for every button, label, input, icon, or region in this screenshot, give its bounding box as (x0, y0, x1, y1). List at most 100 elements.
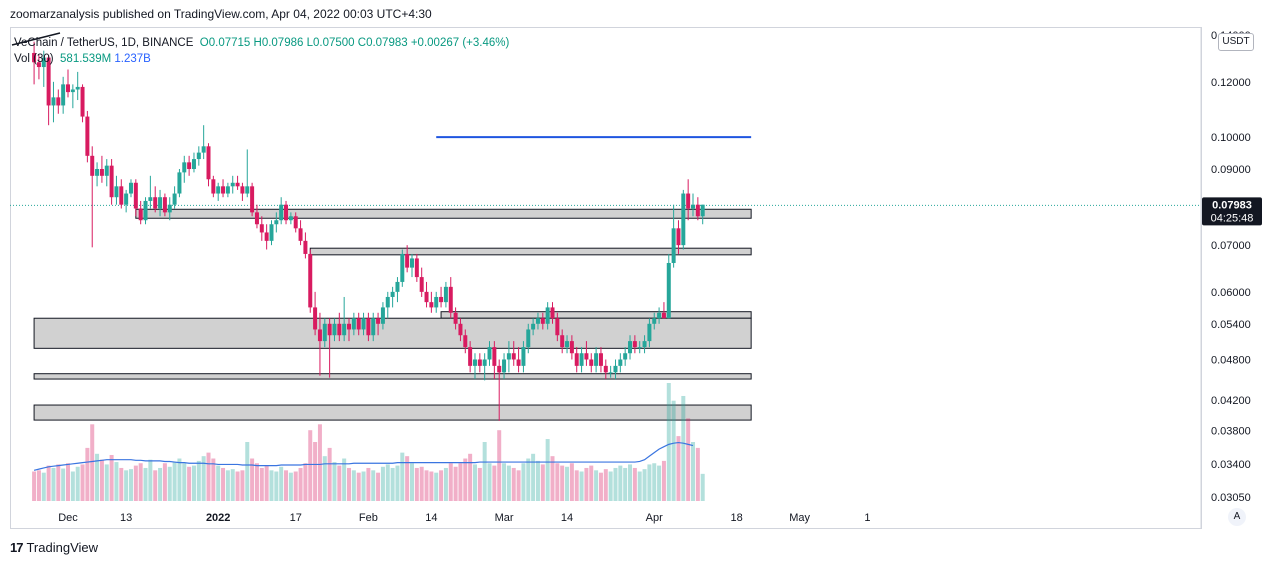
candle-body (366, 318, 371, 336)
volume-bar (119, 467, 124, 501)
volume-bar (191, 465, 196, 501)
volume-bar (284, 470, 289, 501)
candle-body (153, 197, 158, 209)
price-tick-label: 0.04200 (1211, 395, 1251, 407)
candle-body (477, 359, 482, 366)
candle-body (167, 204, 172, 213)
volume-bar (526, 458, 531, 501)
volume-bar (695, 447, 700, 501)
candle-body (36, 62, 41, 68)
candle-body (661, 312, 666, 319)
publisher-line: zoomarzanalysis published on TradingView… (10, 7, 432, 21)
time-tick-label: 17 (290, 512, 302, 524)
volume-bar (555, 463, 560, 501)
price-tag-box (1202, 197, 1262, 226)
candle-body (453, 312, 458, 324)
candle-body (623, 353, 628, 360)
volume-bar (138, 463, 143, 501)
candles (32, 41, 705, 421)
volume-bar (298, 467, 303, 501)
time-tick-label: 14 (425, 512, 437, 524)
volume-bar (337, 465, 342, 501)
candle-body (143, 200, 148, 221)
volume-bar (603, 469, 608, 501)
volume-bar (434, 472, 439, 501)
volume-bar (657, 465, 662, 501)
candle-body (51, 97, 56, 106)
candle-body (497, 365, 502, 373)
candle-body (385, 296, 390, 308)
candle-body (327, 323, 332, 336)
currency-button[interactable]: USDT (1218, 33, 1254, 51)
volume-bar (128, 469, 133, 501)
volume-bar (124, 470, 129, 501)
volume-bar (477, 467, 482, 501)
candle-body (545, 307, 550, 324)
volume-bar (642, 469, 647, 501)
footer-brand-text: TradingView (26, 540, 99, 555)
volume-bar (647, 464, 652, 501)
price-axis: 0.140000.120000.100000.090000.080000.070… (1200, 27, 1251, 529)
volume-bar (133, 465, 138, 501)
candle-body (637, 347, 642, 349)
volume-bar (424, 470, 429, 501)
volume-bar (85, 447, 90, 501)
candle-body (603, 365, 608, 373)
legend-close: C0.07983 (357, 37, 408, 49)
candle-body (95, 169, 100, 176)
candle-body (269, 224, 274, 241)
volume-bar (41, 472, 46, 501)
price-tag-value: 0.07983 (1212, 199, 1252, 211)
volume-bar (618, 465, 623, 501)
candle-body (46, 57, 51, 106)
volume-bar (70, 471, 75, 501)
volume-bar (221, 467, 226, 501)
candle-body (104, 165, 109, 176)
candle-body (308, 253, 313, 308)
volume-bar (158, 467, 163, 501)
candle-body (681, 193, 686, 246)
volume-bar (250, 458, 255, 501)
candle-body (657, 312, 662, 319)
candle-body (458, 323, 463, 336)
candle-body (66, 84, 70, 93)
zone-4 (33, 373, 752, 380)
volume-bar (196, 460, 201, 501)
candle-body (482, 359, 487, 366)
volume-bar (594, 470, 599, 501)
auto-scale-button[interactable]: A (1228, 508, 1246, 526)
volume-bar (511, 467, 516, 501)
volume-bar (598, 472, 603, 501)
volume-bar (443, 467, 448, 501)
legend-volume-value: 581.539M (60, 53, 112, 65)
volume-bar (230, 469, 235, 501)
volume-bar (540, 464, 545, 501)
volume-bar (356, 472, 361, 501)
volume-bar (235, 471, 240, 501)
candle-body (172, 193, 177, 205)
candle-body (124, 193, 129, 205)
time-tick-label: 2022 (206, 512, 230, 524)
volume-bar (535, 460, 540, 501)
candle-body (579, 353, 584, 366)
candle-body (119, 186, 124, 205)
legend-volume-label: Vol (30) (14, 53, 54, 65)
volume-bar (366, 467, 371, 501)
candle-body (182, 162, 187, 173)
candle-body (206, 146, 211, 180)
candle-body (560, 335, 565, 348)
volume-bar (143, 467, 148, 501)
volume-bar (177, 458, 182, 501)
candle-body (332, 323, 337, 336)
volume-bar (61, 468, 66, 501)
price-tick-label: 0.03050 (1211, 492, 1251, 504)
price-tick-label: 0.06000 (1211, 287, 1251, 299)
price-tick-label: 0.05400 (1211, 319, 1251, 331)
volume-bar (75, 466, 80, 501)
candle-body (521, 347, 526, 366)
candle-body (608, 372, 613, 374)
candle-body (594, 353, 599, 366)
time-tick-label: 13 (120, 512, 132, 524)
volume-bar (637, 471, 642, 501)
